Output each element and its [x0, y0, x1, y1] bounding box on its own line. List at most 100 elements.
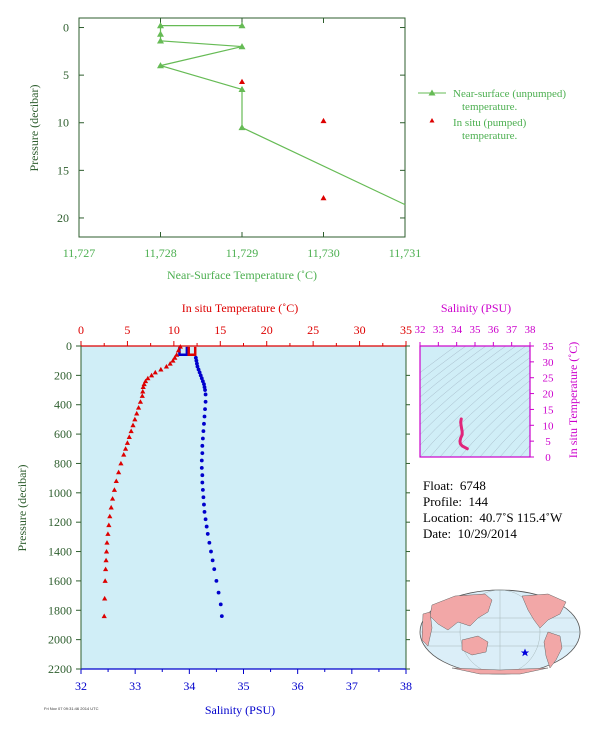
temperature-profile-point	[109, 496, 116, 501]
salinity-axis-tick-label: 34	[183, 679, 195, 693]
pressure-axis-tick-label: 1600	[48, 574, 72, 588]
ts-density-contour	[420, 346, 497, 407]
salinity-profile-point	[194, 358, 199, 363]
ts-density-contour	[479, 405, 530, 457]
temperature-profile-point	[102, 578, 108, 583]
float-info-panel: Float: 6748 Profile: 144 Location: 40.7˚…	[423, 478, 562, 542]
ts-density-contour	[420, 346, 457, 373]
ts-profile-line	[458, 417, 469, 451]
temperature-profile-point	[108, 504, 114, 510]
salinity-profile-point	[203, 392, 208, 397]
temperature-profile-point	[111, 487, 118, 492]
ts-curve	[458, 417, 469, 451]
ts-salinity-tick-label: 36	[488, 324, 500, 336]
temperature-profile-point	[128, 428, 134, 434]
salinity-profile-point	[200, 379, 205, 384]
near-surface-y-tick-label: 20	[57, 211, 69, 225]
salinity-axis-tick-label: 35	[238, 679, 250, 693]
unpumped-temperature-point	[157, 37, 164, 44]
pumped-temperature-point	[320, 194, 327, 201]
salinity-profile-point	[199, 376, 204, 381]
ts-temperature-label: In situ Temperature (˚C)	[566, 342, 580, 459]
ts-density-contour	[420, 357, 530, 457]
near-surface-x-tick-label: 11,731	[389, 246, 422, 260]
profile-marks	[101, 344, 224, 619]
near-surface-x-tick-label: 11,729	[226, 246, 259, 260]
pressure-axis-ticks: 0 200 400 600 800 1000 1200 1400 1600 1800 2000 220…	[48, 339, 410, 676]
pumped-temperature-point	[320, 117, 327, 124]
salinity-profile-point	[210, 558, 215, 563]
legend-unpumped-marker	[428, 89, 436, 96]
location-map	[419, 589, 581, 675]
salinity-profile-point	[204, 524, 209, 529]
salinity-profile-point	[200, 451, 205, 456]
unpumped-temperature-point	[238, 124, 246, 131]
legend-pumped-label-2: temperature.	[462, 130, 518, 142]
salinity-profile-point	[200, 436, 205, 441]
ts-density-contour	[439, 372, 530, 457]
profile-row: Profile: 144	[423, 494, 562, 510]
ts-temperature-tick-label: 10	[543, 420, 555, 432]
map-land-europe-africa	[421, 611, 433, 647]
pressure-axis-tick-label: 600	[54, 427, 72, 441]
ts-salinity-ticks: 32 33 34 35 36 37 38	[415, 324, 536, 346]
near-surface-y-tick-label: 5	[63, 68, 69, 82]
ts-temperature-tick-label: 15	[543, 404, 555, 416]
salinity-profile-point	[202, 421, 206, 426]
pressure-axis-tick-label: 1200	[48, 515, 72, 529]
temperature-profile-point	[103, 557, 109, 563]
salinity-profile-point	[200, 487, 205, 492]
ts-temperature-ticks: 35 30 25 20 15 10 5 0	[530, 341, 554, 464]
ts-salinity-tick-label: 33	[433, 324, 445, 336]
salinity-profile-point	[203, 399, 208, 404]
salinity-profile-point	[202, 510, 207, 514]
float-value: 6748	[459, 478, 486, 493]
pressure-axis-tick-label: 2200	[48, 662, 72, 676]
unpumped-temperature-point	[157, 62, 164, 69]
near-surface-y-tick-label: 0	[63, 21, 69, 35]
ts-temperature-tick-label: 35	[543, 341, 555, 353]
pressure-axis-tick-label: 1400	[48, 545, 72, 559]
salinity-profile-point	[212, 567, 217, 572]
temperature-axis-label: In situ Temperature (˚C)	[182, 301, 299, 315]
salinity-profile-point	[202, 502, 206, 507]
temperature-axis-tick-label: 5	[124, 323, 130, 337]
salinity-profile-point	[205, 532, 210, 536]
ts-density-contour	[420, 346, 517, 425]
salinity-profile-point	[200, 480, 205, 485]
temperature-axis-tick-label: 10	[168, 323, 180, 337]
float-row: Float: 6748	[423, 478, 562, 494]
temperature-profile-point	[140, 384, 146, 390]
ts-salinity-tick-label: 35	[470, 324, 482, 336]
map-land-antarctica	[451, 667, 549, 675]
temperature-profile-point	[139, 393, 145, 398]
unpumped-temperature-point	[157, 22, 164, 29]
ts-salinity-label: Salinity (PSU)	[441, 301, 511, 315]
salinity-profile-point	[199, 465, 204, 470]
salinity-axis-label: Salinity (PSU)	[205, 703, 275, 717]
float-label: Float:	[423, 478, 454, 493]
near-surface-y-label: Pressure (decibar)	[27, 85, 41, 172]
unpumped-temperature-line	[158, 25, 406, 206]
temperature-axis-tick-label: 25	[307, 323, 319, 337]
temperature-axis-tick-label: 0	[78, 323, 84, 337]
temperature-profile-point	[130, 422, 136, 428]
date-value: 10/29/2014	[457, 526, 517, 541]
temperature-profile-point	[137, 399, 144, 404]
temperature-profile-point	[135, 405, 142, 410]
map-land-north-america	[521, 593, 567, 629]
near-surface-legend: Near-surface (unpumped) temperature. In …	[418, 88, 566, 142]
ts-density-contour	[420, 346, 527, 435]
salinity-axis-tick-label: 36	[292, 679, 304, 693]
temperature-axis-tick-label: 30	[354, 323, 366, 337]
salinity-axis-tick-label: 37	[346, 679, 358, 693]
salinity-profile-point	[199, 458, 204, 463]
temperature-profile-point	[172, 355, 178, 360]
ts-density-contour	[509, 434, 530, 457]
salinity-profile-point	[216, 590, 221, 595]
ts-density-contour	[420, 346, 477, 389]
near-surface-x-tick-label: 11,728	[144, 246, 177, 260]
temperature-profile-point	[141, 381, 147, 387]
map-land-south-america	[543, 631, 563, 669]
